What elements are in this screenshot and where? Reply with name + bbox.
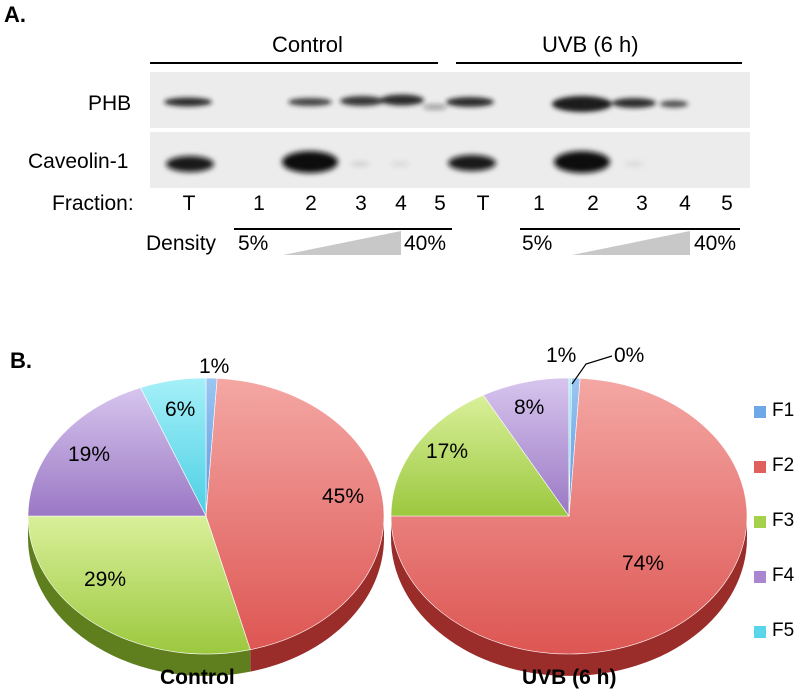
density-rule-control bbox=[234, 228, 452, 230]
lane-label: 2 bbox=[587, 192, 599, 215]
pct-label-control-f4: 19% bbox=[68, 443, 111, 466]
density-low-uvb: 5% bbox=[522, 232, 553, 255]
lane-label: 3 bbox=[355, 192, 367, 215]
fraction-label: Fraction: bbox=[52, 192, 134, 215]
density-low-control: 5% bbox=[238, 232, 269, 255]
phb-bands bbox=[164, 94, 688, 112]
pie-control bbox=[27, 377, 385, 676]
density-high-uvb: 40% bbox=[694, 232, 737, 255]
pct-label-control-f1: 1% bbox=[199, 355, 230, 378]
band-cav-uvb-3 bbox=[624, 162, 644, 166]
legend-swatch-f5 bbox=[754, 626, 766, 638]
pie-slice-f3 bbox=[390, 394, 570, 517]
lane-label: T bbox=[182, 192, 196, 215]
pie-slice-f3 bbox=[27, 515, 251, 655]
band-phb-control-2 bbox=[288, 98, 332, 106]
band-cav-control-2 bbox=[282, 151, 338, 173]
legend-swatch-f2 bbox=[754, 461, 766, 473]
group-title-control: Control bbox=[272, 32, 343, 57]
legend-label-f4: F4 bbox=[772, 565, 795, 586]
pie-slice-f5 bbox=[140, 377, 207, 517]
band-phb-uvb-t bbox=[446, 97, 494, 107]
band-phb-uvb-3 bbox=[612, 98, 656, 108]
row-label-phb: PHB bbox=[88, 92, 132, 115]
band-cav-control-t bbox=[166, 156, 214, 172]
legend-swatch-f4 bbox=[754, 571, 766, 583]
band-cav-uvb-t bbox=[448, 155, 496, 171]
legend-label-f1: F1 bbox=[772, 400, 795, 421]
lane-label: 1 bbox=[253, 192, 265, 215]
pie-layer bbox=[27, 355, 748, 676]
pie-title-uvb: UVB (6 h) bbox=[522, 666, 617, 689]
lane-label: 5 bbox=[721, 192, 733, 215]
row-label-caveolin: Caveolin-1 bbox=[28, 150, 129, 173]
pct-label-uvb-f3: 17% bbox=[426, 440, 469, 463]
band-phb-control-5 bbox=[423, 104, 447, 110]
legend: F1 F2 F3 F4 F5 bbox=[754, 400, 798, 660]
pct-label-uvb-f1: 1% bbox=[546, 344, 577, 367]
lane-label: 2 bbox=[305, 192, 317, 215]
band-phb-uvb-4 bbox=[660, 100, 688, 108]
band-cav-control-3 bbox=[350, 162, 370, 166]
band-phb-control-3 bbox=[340, 96, 384, 106]
band-cav-uvb-2 bbox=[554, 151, 610, 173]
lane-label: 4 bbox=[395, 192, 407, 215]
band-phb-control-t bbox=[164, 97, 212, 107]
lane-label: T bbox=[476, 192, 490, 215]
legend-label-f3: F3 bbox=[772, 510, 795, 531]
pie-slice-f4 bbox=[482, 377, 570, 517]
western-blot-caveolin bbox=[150, 132, 750, 188]
pie-slice-f2 bbox=[205, 377, 385, 651]
pct-label-uvb-f5: 0% bbox=[614, 344, 645, 367]
pie-slice-f4 bbox=[27, 387, 207, 517]
panel-b-label: B. bbox=[10, 348, 32, 373]
band-phb-control-4 bbox=[380, 94, 424, 106]
western-blot-phb bbox=[150, 72, 750, 128]
pct-label-uvb-f2: 74% bbox=[622, 552, 665, 575]
pie-side-f2 bbox=[391, 516, 747, 676]
caveolin-bands bbox=[166, 151, 644, 173]
pct-label-control-f2: 45% bbox=[322, 485, 365, 508]
lane-label: 3 bbox=[636, 192, 648, 215]
density-gradient-control bbox=[283, 231, 401, 255]
group-rule-control bbox=[150, 62, 438, 64]
density-high-control: 40% bbox=[404, 232, 447, 255]
legend-swatch-f3 bbox=[754, 516, 766, 528]
pie-uvb bbox=[390, 377, 748, 676]
density-rule-uvb bbox=[520, 228, 740, 230]
leader-line-uvb-f5 bbox=[571, 355, 613, 385]
pct-label-control-f5: 6% bbox=[165, 398, 196, 421]
pie-slice-f5 bbox=[568, 377, 573, 517]
pie-side-f2 bbox=[250, 516, 384, 672]
lane-label: 4 bbox=[679, 192, 691, 215]
pie-side-f3 bbox=[28, 516, 251, 676]
legend-label-f5: F5 bbox=[772, 620, 795, 641]
panel-a-label: A. bbox=[4, 2, 26, 27]
band-phb-uvb-2 bbox=[552, 96, 612, 112]
lane-label: 5 bbox=[434, 192, 446, 215]
legend-swatch-f1 bbox=[754, 406, 766, 418]
density-gradient-uvb bbox=[572, 231, 690, 255]
pie-title-control: Control bbox=[160, 666, 235, 689]
group-title-uvb: UVB (6 h) bbox=[542, 32, 639, 57]
band-cav-control-4 bbox=[390, 162, 410, 166]
pct-label-control-f3: 29% bbox=[84, 568, 127, 591]
group-rule-uvb bbox=[456, 62, 742, 64]
density-label: Density bbox=[146, 232, 217, 255]
legend-label-f2: F2 bbox=[772, 455, 795, 476]
pct-label-uvb-f4: 8% bbox=[514, 396, 545, 419]
lane-label: 1 bbox=[533, 192, 545, 215]
